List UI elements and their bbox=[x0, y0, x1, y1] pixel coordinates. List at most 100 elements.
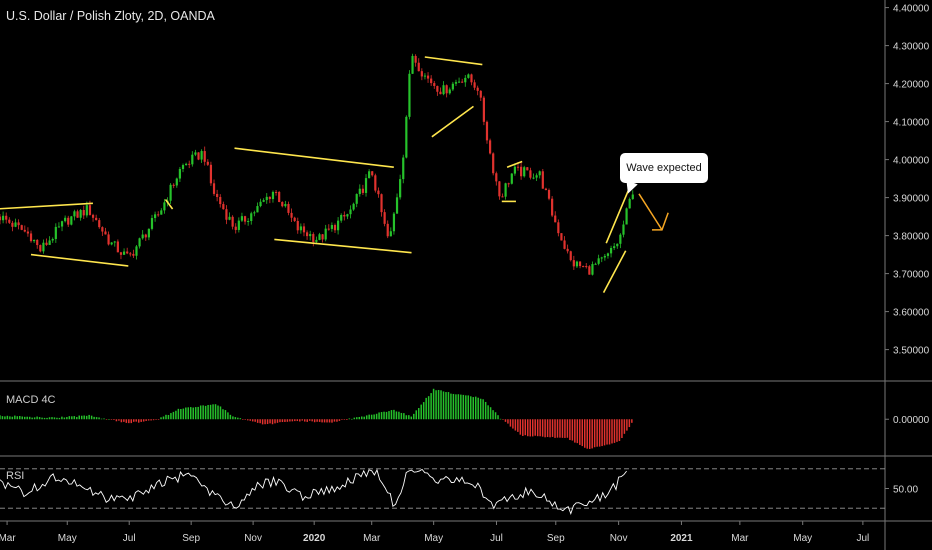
candle-body bbox=[461, 81, 464, 83]
macd-bar bbox=[115, 419, 118, 422]
candle-body bbox=[585, 266, 588, 268]
macd-bar bbox=[6, 415, 9, 420]
candle-body bbox=[613, 246, 616, 249]
macd-bar bbox=[556, 419, 559, 438]
price-tick-label: 3.60000 bbox=[893, 308, 930, 319]
candle-body bbox=[116, 241, 119, 253]
candle-body bbox=[554, 215, 557, 223]
macd-bar bbox=[90, 415, 93, 420]
candle-body bbox=[526, 167, 529, 171]
candle-body bbox=[352, 203, 355, 210]
macd-bar bbox=[299, 419, 301, 422]
macd-bar bbox=[244, 419, 247, 420]
macd-bar bbox=[31, 417, 33, 420]
macd-pane bbox=[0, 388, 633, 449]
candle-body bbox=[485, 121, 489, 141]
candle-body bbox=[262, 200, 265, 202]
macd-bar bbox=[549, 419, 551, 438]
macd-bar bbox=[261, 419, 264, 425]
candle-body bbox=[430, 78, 433, 84]
macd-bar bbox=[256, 419, 259, 423]
candle-body bbox=[132, 253, 135, 256]
candle-body bbox=[343, 214, 346, 217]
macd-bar bbox=[63, 417, 66, 420]
candle-body bbox=[231, 216, 234, 227]
macd-bar bbox=[296, 419, 299, 422]
macd-bar bbox=[514, 419, 517, 431]
candle-body bbox=[88, 205, 92, 215]
macd-bar bbox=[301, 419, 304, 421]
macd-bar bbox=[182, 408, 185, 420]
macd-bar bbox=[566, 419, 569, 438]
macd-bar bbox=[237, 417, 239, 420]
candle-body bbox=[374, 175, 377, 191]
candle-body bbox=[411, 55, 414, 74]
macd-bar bbox=[474, 396, 477, 420]
macd-bar bbox=[43, 417, 46, 420]
candle-body bbox=[178, 168, 182, 179]
macd-bar bbox=[343, 419, 346, 420]
macd-bar bbox=[477, 397, 479, 420]
candle-body bbox=[172, 184, 175, 186]
candle-body bbox=[181, 165, 185, 169]
candle-body bbox=[538, 171, 541, 176]
candle-body bbox=[566, 248, 569, 252]
macd-bar bbox=[499, 418, 502, 420]
macd-bar bbox=[460, 394, 462, 420]
macd-bar bbox=[157, 419, 160, 420]
macd-bar bbox=[95, 417, 98, 420]
macd-bar bbox=[232, 416, 234, 420]
candle-body bbox=[104, 231, 107, 235]
time-tick-label: May bbox=[58, 533, 77, 544]
rsi-pane bbox=[0, 468, 885, 515]
candle-body bbox=[426, 75, 430, 79]
candle-body bbox=[318, 234, 321, 240]
macd-bar bbox=[284, 419, 286, 422]
macd-bar bbox=[321, 419, 323, 423]
candle-body bbox=[209, 164, 213, 184]
rsi-label: RSI bbox=[6, 470, 25, 482]
candle-body bbox=[219, 197, 222, 205]
candle-body bbox=[147, 228, 150, 238]
candle-body bbox=[349, 209, 352, 215]
macd-bar bbox=[527, 419, 529, 437]
macd-bar bbox=[618, 419, 621, 442]
macd-bar bbox=[61, 416, 63, 420]
macd-bar bbox=[487, 405, 489, 420]
macd-bar bbox=[524, 419, 527, 436]
candle-body bbox=[126, 251, 129, 254]
macd-bar bbox=[569, 419, 571, 441]
candle-body bbox=[541, 171, 544, 189]
candle-body bbox=[60, 221, 64, 227]
candle-body bbox=[5, 215, 8, 220]
macd-bar bbox=[430, 393, 432, 420]
macd-bar bbox=[504, 419, 507, 422]
candle-body bbox=[23, 229, 26, 232]
candle-body bbox=[547, 190, 551, 199]
macd-bar bbox=[591, 419, 593, 449]
candle-body bbox=[250, 213, 253, 222]
rsi-line bbox=[0, 468, 627, 515]
macd-bar bbox=[53, 417, 56, 420]
candle-body bbox=[54, 226, 57, 240]
macd-bar bbox=[38, 417, 41, 420]
macd-bar bbox=[470, 396, 472, 420]
candle-body bbox=[582, 266, 585, 268]
candle-body bbox=[57, 226, 61, 228]
candle-body bbox=[138, 238, 141, 247]
candle-body bbox=[259, 201, 262, 207]
price-axis: 4.40000 4.30000 4.20000 4.10000 4.00000 3.900… bbox=[885, 4, 930, 496]
candle-body bbox=[296, 221, 299, 231]
candle-body bbox=[188, 163, 191, 165]
macd-bar bbox=[155, 419, 157, 420]
time-tick-label: Mar bbox=[731, 533, 749, 544]
price-tick-label: 4.40000 bbox=[893, 4, 930, 15]
candle-body bbox=[588, 266, 591, 275]
time-tick-label: Sep bbox=[547, 533, 565, 544]
candle-body bbox=[253, 212, 256, 214]
macd-bar bbox=[286, 419, 289, 422]
macd-bar bbox=[611, 419, 613, 444]
candle-body bbox=[436, 85, 439, 92]
candle-body bbox=[11, 222, 14, 227]
macd-bar bbox=[497, 415, 499, 420]
